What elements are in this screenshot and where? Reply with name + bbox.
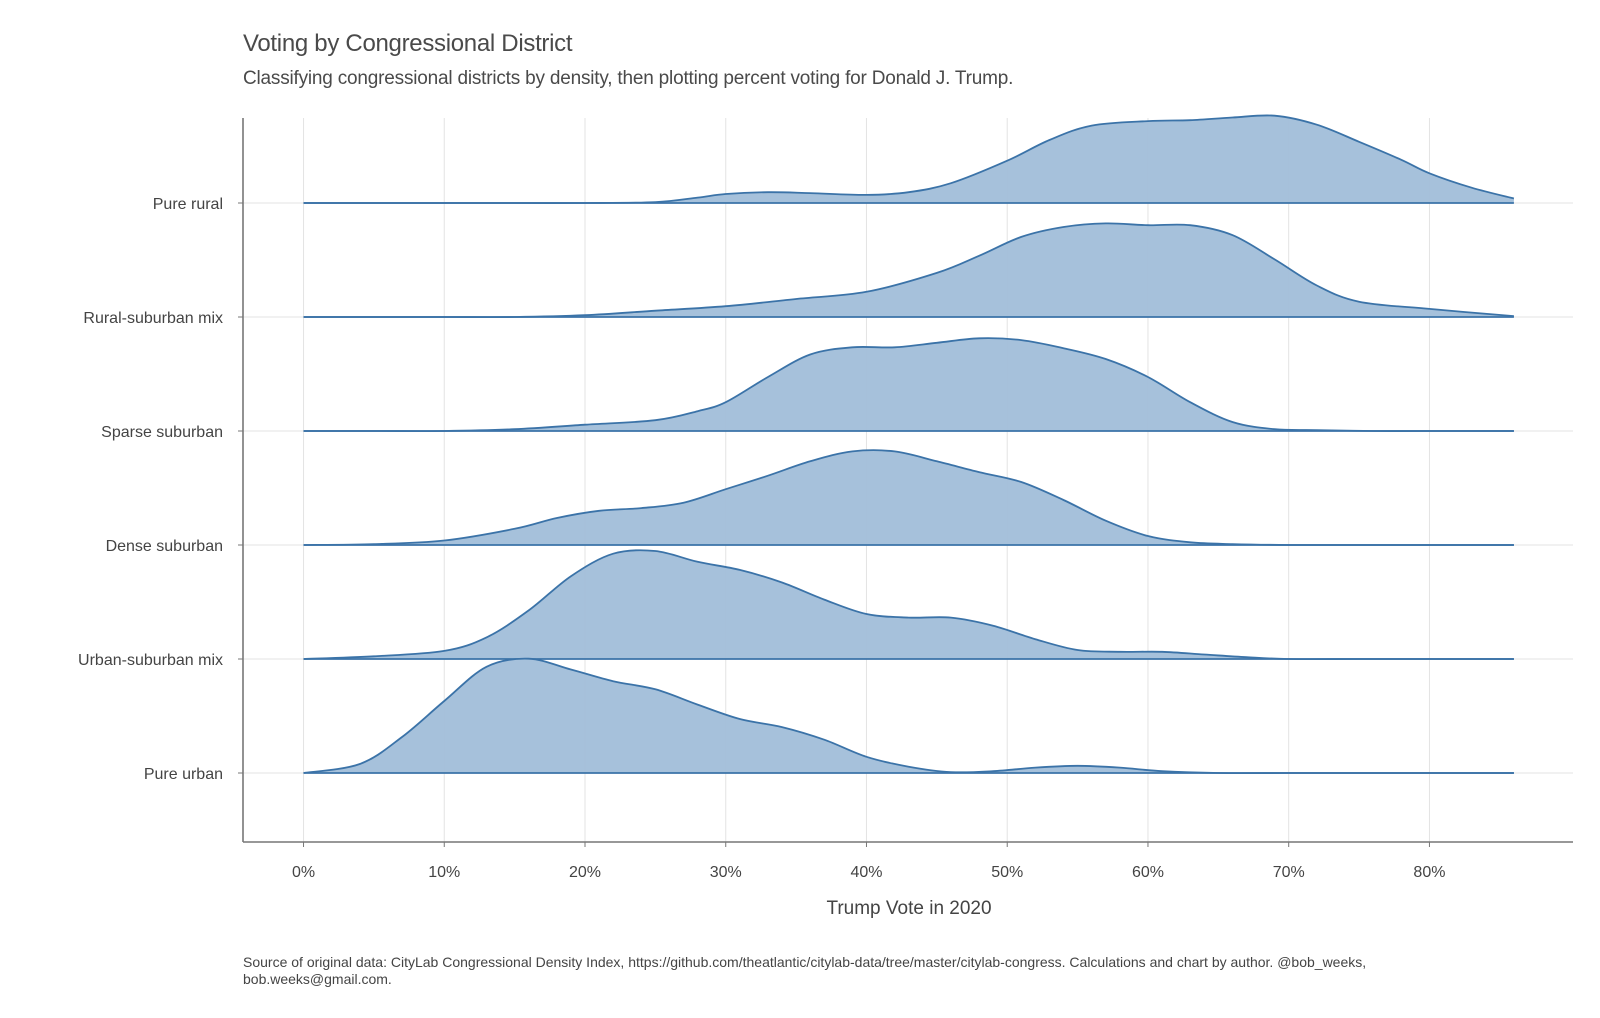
- y-tick-label: Dense suburban: [106, 538, 223, 555]
- x-tick-label: 30%: [710, 864, 742, 881]
- axis-layer: [242, 118, 1573, 843]
- density-line: [303, 114, 1515, 204]
- ridge-pure-rural: [303, 114, 1515, 204]
- density-line: [303, 449, 1514, 546]
- ridge-layer: [303, 114, 1515, 775]
- x-tick-label: 50%: [991, 864, 1023, 881]
- y-tick-label: Sparse suburban: [101, 424, 223, 441]
- x-tick-label: 70%: [1273, 864, 1305, 881]
- y-tick-label: Pure urban: [144, 766, 223, 783]
- density-area: [303, 115, 1514, 204]
- ridge-sparse-suburban: [303, 337, 1514, 433]
- density-area: [303, 223, 1514, 318]
- x-tick-label: 80%: [1413, 864, 1445, 881]
- chart-title: Voting by Congressional District: [243, 30, 573, 57]
- density-line: [303, 222, 1514, 319]
- ridge-urban-suburban-mix: [303, 549, 1514, 661]
- ridge-rural-suburban-mix: [303, 222, 1514, 319]
- x-axis-title: Trump Vote in 2020: [826, 898, 991, 919]
- y-tick-label: Urban-suburban mix: [78, 652, 223, 669]
- x-tick-label: 20%: [569, 864, 601, 881]
- x-tick-label: 0%: [292, 864, 315, 881]
- density-line: [303, 657, 1514, 775]
- density-line: [303, 337, 1514, 433]
- x-tick-label: 60%: [1132, 864, 1164, 881]
- y-tick-labels: Pure rural Rural-suburban mix Sparse subur…: [78, 196, 223, 783]
- density-area: [303, 658, 1514, 774]
- density-line: [303, 549, 1514, 661]
- x-tick-labels: 0% 10% 20% 30% 40% 50% 60% 70% 80%: [292, 864, 1446, 881]
- x-tick-label: 10%: [428, 864, 460, 881]
- density-area: [303, 550, 1514, 660]
- chart-caption: Source of original data: CityLab Congres…: [243, 954, 1367, 987]
- y-tick-label: Rural-suburban mix: [83, 310, 223, 327]
- chart-subtitle: Classifying congressional districts by d…: [243, 68, 1014, 89]
- ridge-pure-urban: [303, 657, 1514, 775]
- ridge-dense-suburban: [303, 449, 1514, 546]
- y-tick-label: Pure rural: [153, 196, 223, 213]
- density-area: [303, 338, 1514, 432]
- x-tick-label: 40%: [850, 864, 882, 881]
- density-area: [303, 450, 1514, 546]
